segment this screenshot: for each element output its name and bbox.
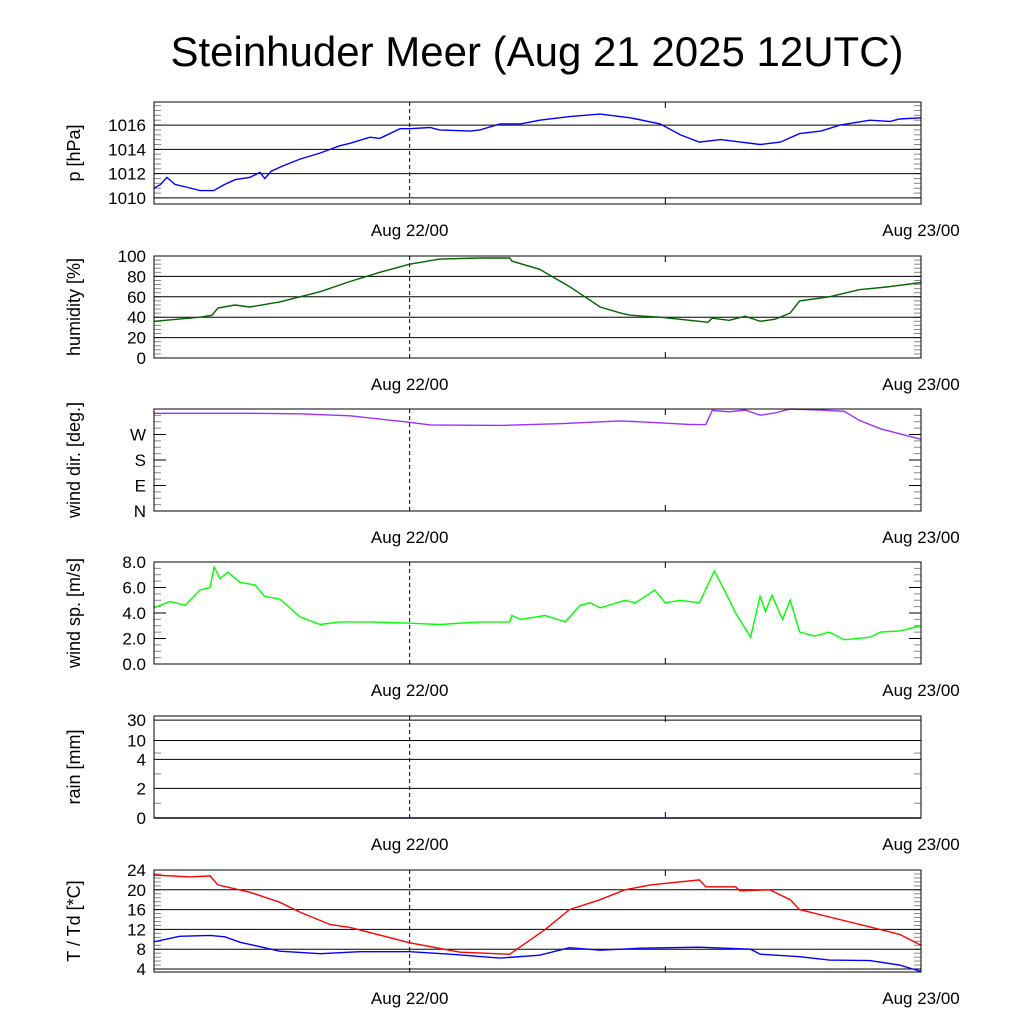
y-tick-label: 20: [127, 881, 146, 900]
y-tick-label: 6.0: [122, 579, 146, 598]
y-tick-label: 30: [127, 711, 146, 730]
plot-frame: [153, 408, 922, 512]
x-tick-label: Aug 22/00: [371, 528, 449, 547]
y-tick-label: 0: [137, 809, 146, 828]
y-axis-label: p [hPa]: [64, 124, 84, 181]
y-tick-label: 0: [137, 349, 146, 368]
y-tick-label: 24: [127, 861, 146, 880]
x-tick-label: Aug 23/00: [882, 989, 960, 1008]
y-tick-label: 0.0: [122, 655, 146, 674]
plot-frame: [153, 255, 922, 359]
y-tick-label: 40: [127, 308, 146, 327]
series-line-td: [153, 934, 922, 973]
y-tick-label: 2.0: [122, 630, 146, 649]
y-tick-label: 60: [127, 288, 146, 307]
series-line-t: [153, 874, 922, 955]
y-tick-label: 4: [137, 960, 146, 979]
series-line-humidity: [153, 257, 922, 324]
y-axis-label: wind dir. [deg.]: [64, 402, 84, 519]
y-tick-label: 4: [137, 750, 146, 769]
series-line-wind-direction: [154, 408, 922, 440]
y-tick-label: S: [135, 451, 146, 470]
y-tick-label: 8: [137, 940, 146, 959]
y-tick-label: 1010: [108, 189, 146, 208]
plot-frame: [153, 101, 922, 205]
x-tick-label: Aug 22/00: [371, 221, 449, 240]
x-tick-label: Aug 22/00: [371, 681, 449, 700]
y-tick-label: 1016: [108, 116, 146, 135]
x-tick-label: Aug 22/00: [371, 375, 449, 394]
series-line-pressure: [153, 113, 922, 192]
chart-title: Steinhuder Meer (Aug 21 2025 12UTC): [170, 28, 903, 75]
plot-frame: [153, 715, 922, 819]
panel-4: 0.0 2.0 4.0 6.0 8.0 Aug 22/00 Aug 23/00 wind sp…: [64, 553, 960, 700]
x-tick-label: Aug 23/00: [882, 221, 960, 240]
y-tick-label: 100: [118, 247, 146, 266]
y-tick-label: 1014: [108, 140, 146, 159]
series-line-wind-speed: [153, 564, 922, 641]
y-tick-label: 2: [137, 779, 146, 798]
y-tick-label: W: [130, 426, 146, 445]
x-tick-label: Aug 22/00: [371, 835, 449, 854]
y-tick-label: 20: [127, 329, 146, 348]
y-tick-label: 1012: [108, 165, 146, 184]
y-tick-label: 80: [127, 267, 146, 286]
y-axis-label: rain [mm]: [64, 729, 84, 804]
y-tick-label: N: [134, 502, 146, 521]
y-tick-label: 16: [127, 901, 146, 920]
y-tick-label: 4.0: [122, 604, 146, 623]
x-tick-label: Aug 23/00: [882, 681, 960, 700]
panel-1: 1010 1012 1014 1016 Aug 22/00 Aug 23/00 p [hPa…: [64, 101, 960, 240]
y-axis-label: T / Td [*C]: [64, 880, 84, 961]
y-tick-label: 12: [127, 920, 146, 939]
plot-frame: [153, 869, 922, 973]
x-tick-label: Aug 23/00: [882, 528, 960, 547]
y-tick-label: 10: [127, 731, 146, 750]
y-tick-label: E: [135, 477, 146, 496]
plot-frame: [153, 561, 922, 665]
y-axis-label: humidity [%]: [64, 258, 84, 356]
y-tick-label: 8.0: [122, 553, 146, 572]
x-tick-label: Aug 23/00: [882, 835, 960, 854]
y-axis-label: wind sp. [m/s]: [64, 558, 84, 669]
x-tick-label: Aug 23/00: [882, 375, 960, 394]
x-tick-label: Aug 22/00: [371, 989, 449, 1008]
